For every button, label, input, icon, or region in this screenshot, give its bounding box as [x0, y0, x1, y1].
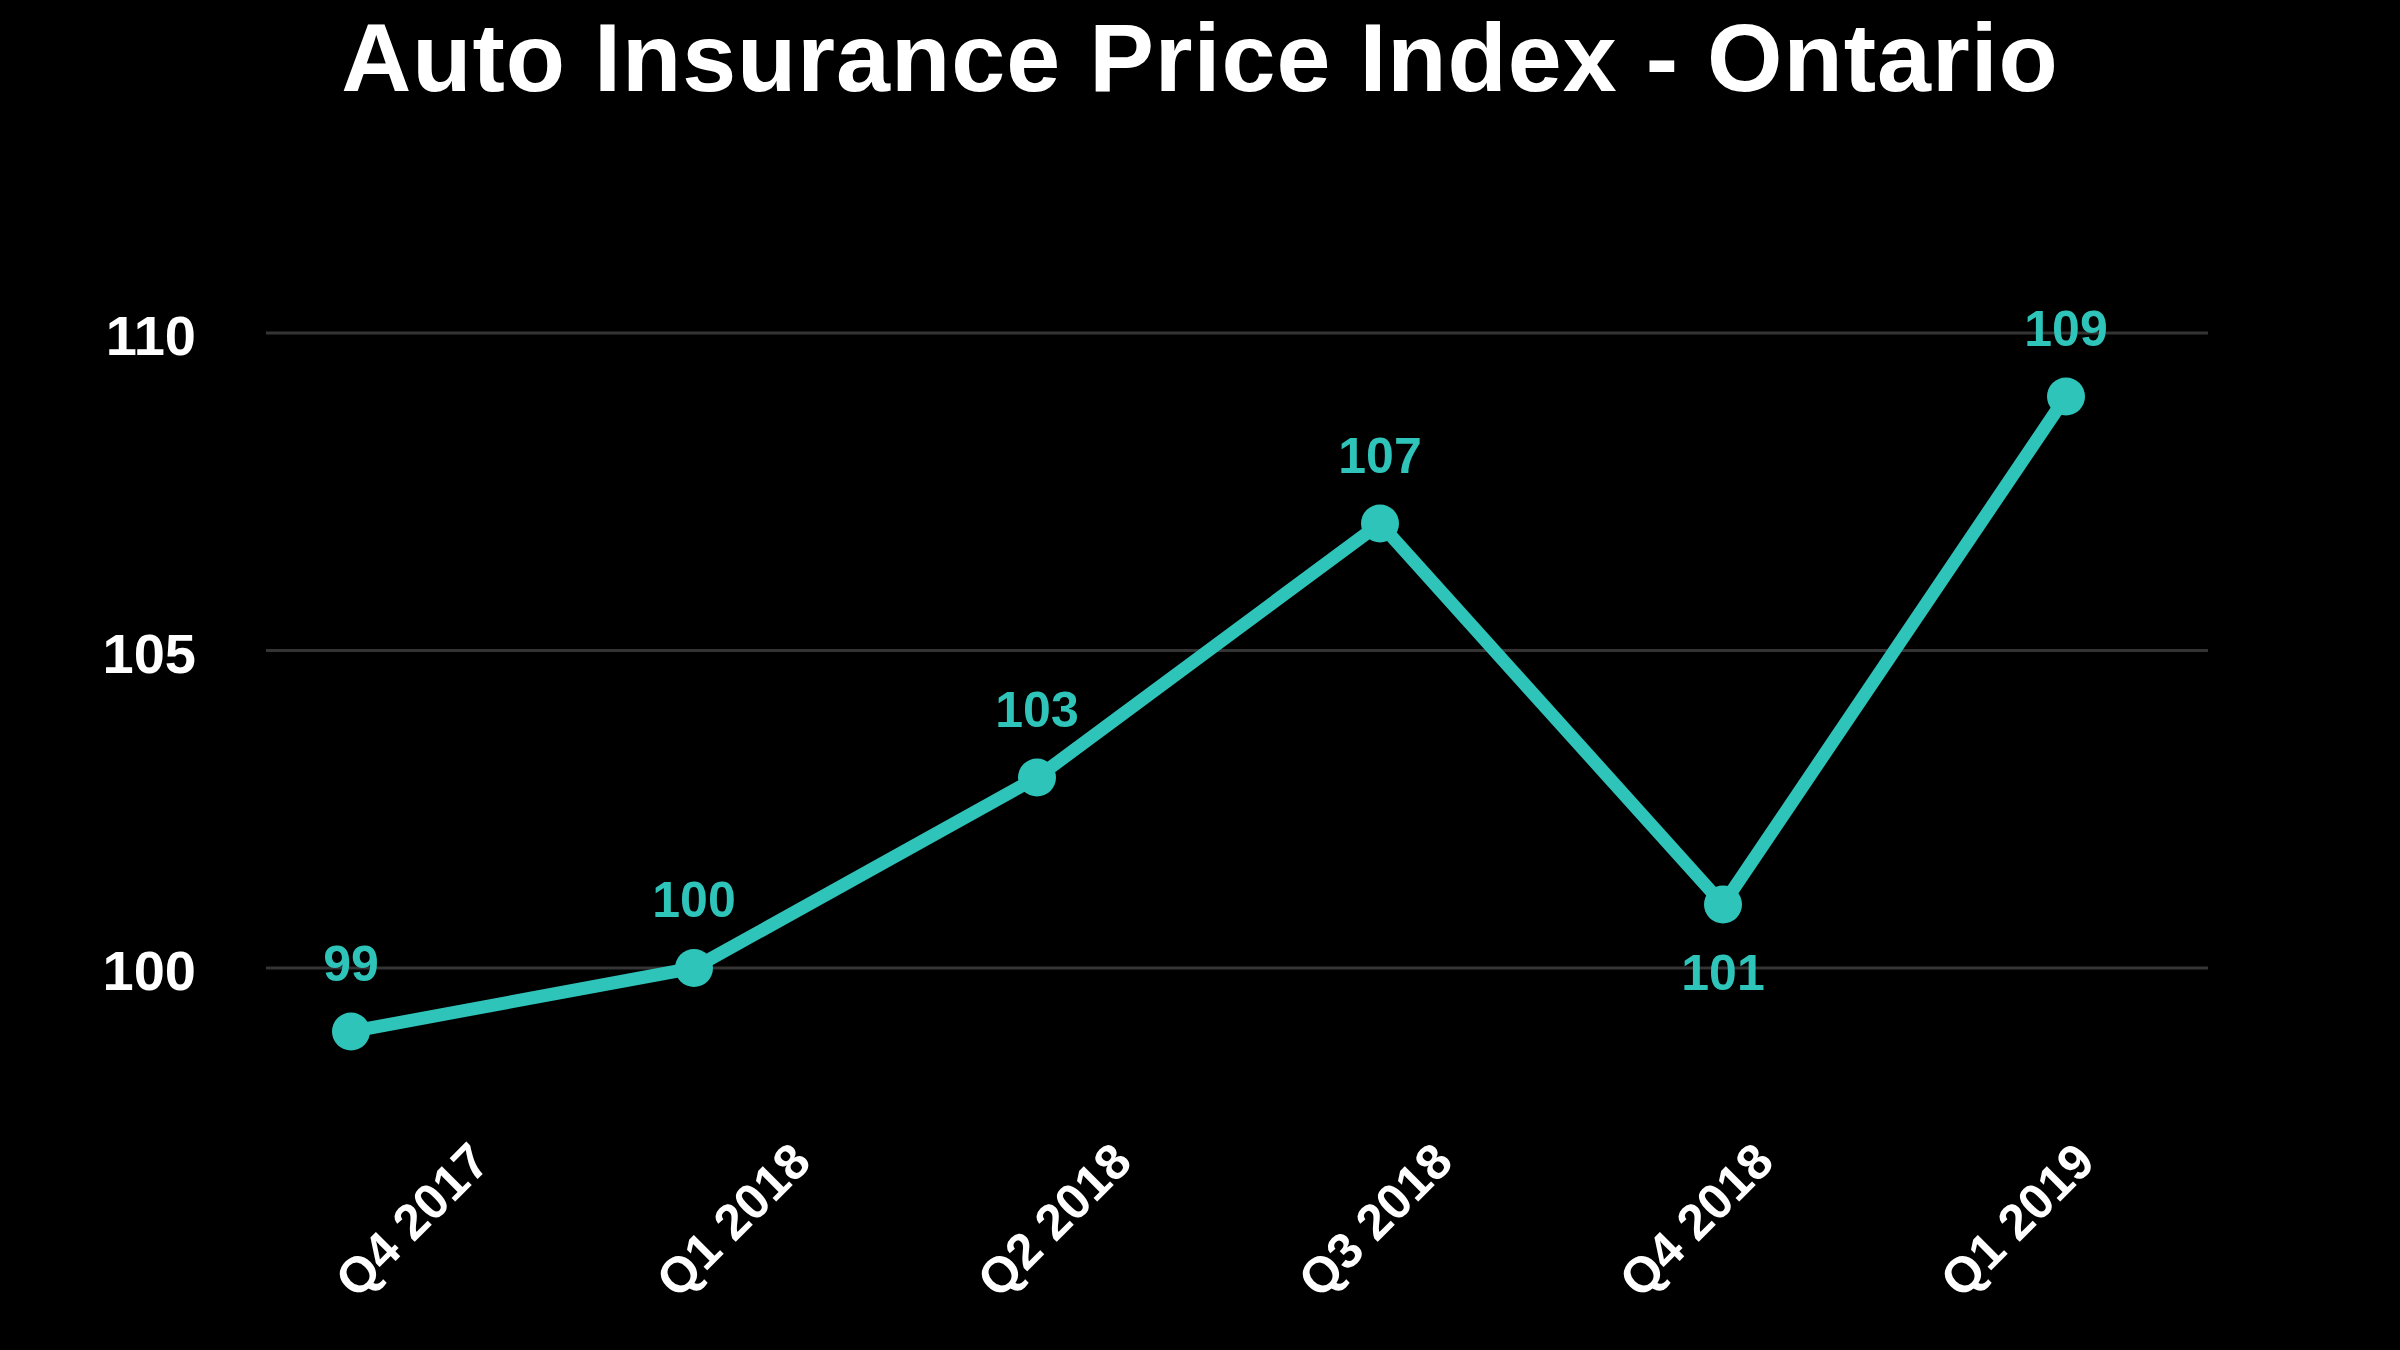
data-point-q3-2018 — [1361, 505, 1399, 543]
series-line — [351, 397, 2066, 1032]
data-point-q2-2018 — [1018, 759, 1056, 797]
value-label-100: 100 — [584, 875, 804, 925]
value-label-109: 109 — [1956, 304, 2176, 354]
y-tick-label-110: 110 — [0, 308, 196, 364]
value-label-107: 107 — [1270, 431, 1490, 481]
data-point-q4-2017 — [332, 1013, 370, 1051]
line-chart-plot-area — [0, 0, 2400, 1350]
data-point-q4-2018 — [1704, 886, 1742, 924]
data-point-q1-2018 — [675, 949, 713, 987]
y-tick-label-105: 105 — [0, 626, 196, 682]
value-label-103: 103 — [927, 685, 1147, 735]
value-label-101: 101 — [1613, 948, 1833, 998]
data-point-q1-2019 — [2047, 378, 2085, 416]
value-label-99: 99 — [241, 939, 461, 989]
chart-canvas: Auto Insurance Price Index - Ontario 100… — [0, 0, 2400, 1350]
y-tick-label-100: 100 — [0, 943, 196, 999]
